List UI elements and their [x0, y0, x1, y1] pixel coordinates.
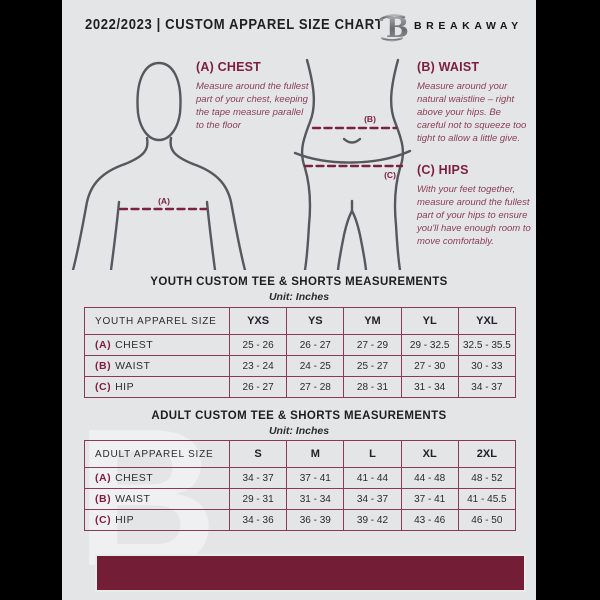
chest-heading: (A) CHEST — [196, 60, 261, 74]
youth-hip-label: (C) HIP — [84, 376, 230, 398]
hips-line-marker: (C) — [384, 170, 396, 180]
page-title: 2022/2023 | CUSTOM APPAREL SIZE CHART — [85, 17, 384, 33]
adult-table-header-row: ADULT APPAREL SIZE S M L XL 2XL — [84, 440, 517, 468]
youth-table-title: YOUTH CUSTOM TEE & SHORTS MEASUREMENTS — [150, 276, 448, 288]
svg-text:B: B — [386, 13, 409, 43]
youth-size-column-header: YOUTH APPAREL SIZE — [84, 307, 230, 335]
chest-body: Measure around the fullest part of your … — [196, 81, 309, 132]
youth-chest-yxs: 25 - 26 — [228, 334, 288, 356]
youth-chest-ym: 27 - 29 — [343, 334, 402, 356]
torso-figure-illustration — [71, 61, 247, 270]
hips-figure-illustration — [293, 58, 412, 270]
adult-hip-xl: 43 - 46 — [400, 509, 459, 531]
adult-chest-s: 34 - 37 — [228, 467, 288, 489]
youth-size-ys: YS — [286, 307, 345, 335]
adult-waist-s: 29 - 31 — [228, 488, 288, 510]
adult-chest-text: CHEST — [115, 472, 154, 484]
youth-waist-row: (B) WAIST 23 - 24 24 - 25 25 - 27 27 - 30… — [84, 355, 517, 377]
youth-table-header-row: YOUTH APPAREL SIZE YXS YS YM YL YXL — [84, 307, 517, 335]
adult-size-column-header: ADULT APPAREL SIZE — [84, 440, 230, 468]
youth-chest-yl: 29 - 32.5 — [400, 334, 459, 356]
youth-size-yxl: YXL — [457, 307, 517, 335]
adult-chest-xl: 44 - 48 — [400, 467, 459, 489]
adult-chest-label: (A) CHEST — [84, 467, 230, 489]
youth-hip-yxs: 26 - 27 — [228, 376, 288, 398]
adult-size-2xl: 2XL — [457, 440, 517, 468]
youth-hip-text: HIP — [115, 381, 135, 393]
youth-waist-ys: 24 - 25 — [286, 355, 345, 377]
waist-line-marker: (B) — [364, 114, 376, 124]
adult-chest-l: 41 - 44 — [343, 467, 402, 489]
adult-chest-prefix: (A) — [95, 472, 112, 484]
adult-hip-2xl: 46 - 50 — [457, 509, 517, 531]
adult-chest-m: 37 - 41 — [286, 467, 345, 489]
chest-line-marker: (A) — [158, 196, 170, 206]
adult-hip-m: 36 - 39 — [286, 509, 345, 531]
adult-hip-s: 34 - 36 — [228, 509, 288, 531]
youth-chest-yxl: 32.5 - 35.5 — [457, 334, 517, 356]
adult-waist-xl: 37 - 41 — [400, 488, 459, 510]
adult-hip-row: (C) HIP 34 - 36 36 - 39 39 - 42 43 - 46 4… — [84, 509, 517, 531]
hips-instructions: (C) HIPS With your feet together, measur… — [417, 163, 536, 249]
youth-size-table: YOUTH APPAREL SIZE YXS YS YM YL YXL (A) C… — [84, 307, 517, 398]
youth-hip-yxl: 34 - 37 — [457, 376, 517, 398]
adult-size-s: S — [228, 440, 288, 468]
adult-waist-l: 34 - 37 — [343, 488, 402, 510]
footer-accent-bar — [95, 554, 526, 592]
youth-waist-yl: 27 - 30 — [400, 355, 459, 377]
youth-size-yl: YL — [400, 307, 459, 335]
adult-table-unit: Unit: Inches — [268, 425, 330, 437]
adult-hip-l: 39 - 42 — [343, 509, 402, 531]
adult-waist-label: (B) WAIST — [84, 488, 230, 510]
adult-waist-row: (B) WAIST 29 - 31 31 - 34 34 - 37 37 - 41… — [84, 488, 517, 510]
waist-instructions: (B) WAIST Measure around your natural wa… — [417, 60, 531, 146]
youth-waist-ym: 25 - 27 — [343, 355, 402, 377]
youth-waist-yxl: 30 - 33 — [457, 355, 517, 377]
youth-chest-prefix: (A) — [95, 339, 112, 351]
youth-size-ym: YM — [343, 307, 402, 335]
youth-size-yxs: YXS — [228, 307, 288, 335]
youth-hip-yl: 31 - 34 — [400, 376, 459, 398]
youth-hip-prefix: (C) — [95, 381, 112, 393]
youth-hip-ys: 27 - 28 — [286, 376, 345, 398]
adult-size-xl: XL — [400, 440, 459, 468]
adult-waist-text: WAIST — [115, 493, 151, 505]
youth-table-unit: Unit: Inches — [268, 291, 330, 303]
brand-name: BREAKAWAY — [414, 20, 523, 32]
adult-chest-2xl: 48 - 52 — [457, 467, 517, 489]
adult-hip-label: (C) HIP — [84, 509, 230, 531]
youth-waist-yxs: 23 - 24 — [228, 355, 288, 377]
adult-hip-prefix: (C) — [95, 514, 112, 526]
waist-heading: (B) WAIST — [417, 60, 480, 74]
adult-waist-prefix: (B) — [95, 493, 112, 505]
youth-waist-label: (B) WAIST — [84, 355, 230, 377]
adult-chest-row: (A) CHEST 34 - 37 37 - 41 41 - 44 44 - 48… — [84, 467, 517, 489]
adult-size-m: M — [286, 440, 345, 468]
youth-waist-text: WAIST — [115, 360, 151, 372]
adult-hip-text: HIP — [115, 514, 135, 526]
adult-waist-m: 31 - 34 — [286, 488, 345, 510]
youth-chest-ys: 26 - 27 — [286, 334, 345, 356]
chart-page: 2022/2023 | CUSTOM APPAREL SIZE CHART B … — [62, 0, 536, 600]
adult-waist-2xl: 41 - 45.5 — [457, 488, 517, 510]
chest-instructions: (A) CHEST Measure around the fullest par… — [196, 60, 312, 132]
youth-chest-text: CHEST — [115, 339, 154, 351]
adult-size-l: L — [343, 440, 402, 468]
adult-table-title: ADULT CUSTOM TEE & SHORTS MEASUREMENTS — [151, 410, 447, 422]
youth-waist-prefix: (B) — [95, 360, 112, 372]
youth-chest-row: (A) CHEST 25 - 26 26 - 27 27 - 29 29 - 32… — [84, 334, 517, 356]
waist-body: Measure around your natural waistline – … — [417, 81, 527, 145]
youth-hip-row: (C) HIP 26 - 27 27 - 28 28 - 31 31 - 34 3… — [84, 376, 517, 398]
breakaway-logo-icon: B — [378, 13, 409, 43]
adult-size-table: ADULT APPAREL SIZE S M L XL 2XL (A) CHEST… — [84, 440, 517, 531]
hips-body: With your feet together, measure around … — [417, 184, 531, 248]
youth-chest-label: (A) CHEST — [84, 334, 230, 356]
youth-hip-ym: 28 - 31 — [343, 376, 402, 398]
hips-heading: (C) HIPS — [417, 163, 469, 177]
